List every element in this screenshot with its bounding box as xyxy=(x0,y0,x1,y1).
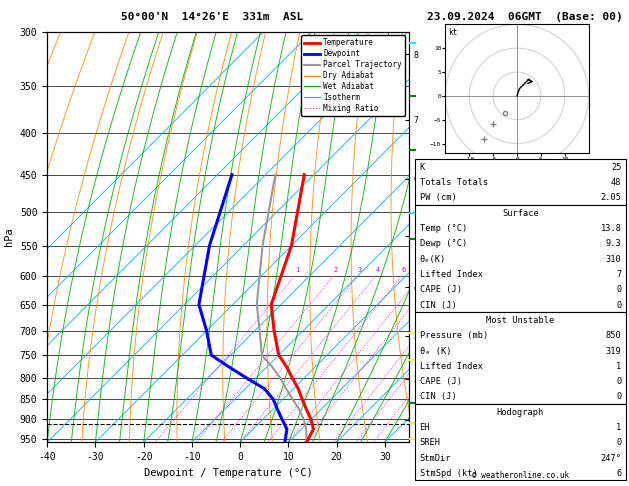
Text: 25: 25 xyxy=(611,163,621,172)
Text: 20: 20 xyxy=(483,267,491,273)
Text: PW (cm): PW (cm) xyxy=(420,193,456,203)
Text: 319: 319 xyxy=(606,347,621,356)
Y-axis label: hPa: hPa xyxy=(4,227,14,246)
Text: 0: 0 xyxy=(616,377,621,386)
Text: 15: 15 xyxy=(462,267,470,273)
Y-axis label: km
ASL: km ASL xyxy=(433,227,448,246)
Text: 0: 0 xyxy=(616,393,621,401)
Text: 247°: 247° xyxy=(601,454,621,463)
Text: EH: EH xyxy=(420,423,430,432)
Text: Totals Totals: Totals Totals xyxy=(420,178,488,187)
Text: 2: 2 xyxy=(334,267,338,273)
Text: 2.05: 2.05 xyxy=(601,193,621,203)
Text: θₑ (K): θₑ (K) xyxy=(420,347,451,356)
Text: 8: 8 xyxy=(421,267,425,273)
Text: kt: kt xyxy=(448,28,458,37)
Text: 1: 1 xyxy=(616,362,621,371)
Text: 310: 310 xyxy=(606,255,621,264)
Text: 850: 850 xyxy=(606,331,621,340)
Text: Pressure (mb): Pressure (mb) xyxy=(420,331,488,340)
Text: LCL: LCL xyxy=(416,419,431,429)
Text: 9.3: 9.3 xyxy=(606,240,621,248)
Text: Surface: Surface xyxy=(502,209,539,218)
Text: CAPE (J): CAPE (J) xyxy=(420,285,462,295)
Text: 50°00'N  14°26'E  331m  ASL: 50°00'N 14°26'E 331m ASL xyxy=(121,12,303,22)
Text: Hodograph: Hodograph xyxy=(497,408,544,417)
Text: StmSpd (kt): StmSpd (kt) xyxy=(420,469,477,478)
Text: CAPE (J): CAPE (J) xyxy=(420,377,462,386)
Text: 6: 6 xyxy=(401,267,406,273)
Text: © weatheronline.co.uk: © weatheronline.co.uk xyxy=(472,471,569,480)
Text: StmDir: StmDir xyxy=(420,454,451,463)
Text: Temp (°C): Temp (°C) xyxy=(420,224,467,233)
Text: 0: 0 xyxy=(616,301,621,310)
Text: Lifted Index: Lifted Index xyxy=(420,270,482,279)
Text: CIN (J): CIN (J) xyxy=(420,301,456,310)
X-axis label: Dewpoint / Temperature (°C): Dewpoint / Temperature (°C) xyxy=(143,468,313,478)
Text: SREH: SREH xyxy=(420,438,440,448)
Text: 4: 4 xyxy=(376,267,380,273)
Text: 1: 1 xyxy=(295,267,299,273)
Text: CIN (J): CIN (J) xyxy=(420,393,456,401)
Text: 0: 0 xyxy=(616,285,621,295)
Legend: Temperature, Dewpoint, Parcel Trajectory, Dry Adiabat, Wet Adiabat, Isotherm, Mi: Temperature, Dewpoint, Parcel Trajectory… xyxy=(301,35,405,116)
Text: Most Unstable: Most Unstable xyxy=(486,316,555,325)
Text: K: K xyxy=(420,163,425,172)
Text: Lifted Index: Lifted Index xyxy=(420,362,482,371)
Text: 7: 7 xyxy=(616,270,621,279)
Text: Dewp (°C): Dewp (°C) xyxy=(420,240,467,248)
Text: 6: 6 xyxy=(616,469,621,478)
Text: 23.09.2024  06GMT  (Base: 00): 23.09.2024 06GMT (Base: 00) xyxy=(427,12,623,22)
Text: 13.8: 13.8 xyxy=(601,224,621,233)
Text: 0: 0 xyxy=(616,438,621,448)
Text: 48: 48 xyxy=(611,178,621,187)
Text: 3: 3 xyxy=(358,267,362,273)
Text: 1: 1 xyxy=(616,423,621,432)
Text: θₑ(K): θₑ(K) xyxy=(420,255,446,264)
Text: 10: 10 xyxy=(433,267,442,273)
Text: 25: 25 xyxy=(499,267,508,273)
